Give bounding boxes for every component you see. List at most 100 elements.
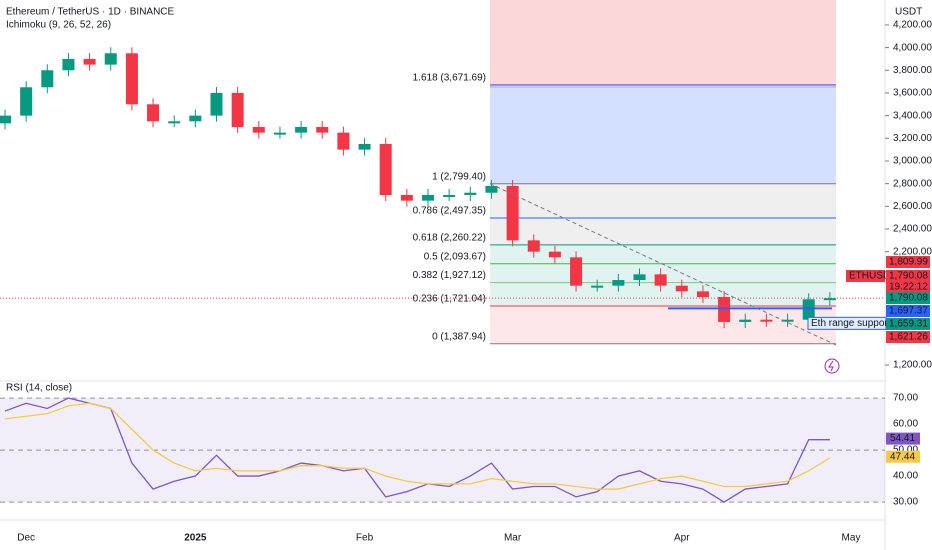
candle (104, 53, 117, 65)
rsi-tag (886, 432, 920, 445)
y-tick-label: 40.00 (893, 471, 918, 482)
fib-red-zone (490, 0, 836, 88)
fib-label: 0.382 (1,927.12) (413, 270, 486, 281)
indicator-label: Ichimoku (9, 26, 52, 26) (6, 20, 111, 31)
x-tick-label: Mar (504, 533, 522, 544)
price-tag (886, 281, 930, 293)
y-tick-label: 3,800.00 (893, 65, 932, 76)
candle (654, 274, 667, 286)
candle (548, 251, 561, 258)
candle (591, 285, 604, 288)
rsi-tag (886, 450, 920, 463)
price-tag-label: 19:22:12 (889, 282, 928, 293)
x-tick-label: Apr (674, 533, 690, 544)
fib-label: 1 (2,799.40) (432, 171, 486, 182)
y-tick-label: 3,000.00 (893, 156, 932, 167)
price-tag-label: 1,659.31 (889, 319, 928, 330)
candle (760, 319, 773, 322)
fib-label: 0.236 (1,721.04) (413, 294, 486, 305)
price-tag-label: 1,697.37 (889, 306, 928, 317)
candle (422, 194, 434, 201)
candle (295, 126, 308, 133)
fib-label: 1.618 (3,671.69) (413, 72, 486, 83)
x-tick-label: May (842, 533, 861, 544)
candle (41, 70, 54, 88)
candle (485, 185, 498, 193)
fib-label: 0.5 (2,093.67) (424, 251, 486, 262)
y-tick-label: 60.00 (893, 419, 918, 430)
candle (823, 298, 836, 301)
candle (62, 58, 75, 71)
candle (316, 126, 329, 133)
rsi-line (4, 397, 830, 503)
rsi-line (4, 402, 831, 490)
candle (379, 143, 392, 195)
candle (231, 92, 244, 127)
price-tag (886, 331, 930, 343)
candle (506, 185, 519, 241)
y-tick-label: 50.00 (893, 445, 918, 456)
price-tag (886, 305, 930, 317)
y-tick-label: 4,200.00 (893, 20, 932, 31)
candle (210, 92, 223, 116)
currency: USDT (895, 7, 922, 18)
candle (147, 104, 160, 122)
y-tick-label: 30.00 (893, 497, 918, 508)
candle (273, 132, 286, 135)
price-tag-label: 1,809.99 (889, 257, 928, 268)
x-tick-label: 2025 (184, 533, 207, 544)
candle (570, 257, 583, 286)
price-tag (886, 318, 930, 330)
candle (252, 126, 265, 133)
candle (675, 285, 688, 292)
candle (83, 58, 96, 65)
y-tick-label: 2,400.00 (893, 224, 932, 235)
candle (400, 194, 413, 201)
candle (781, 319, 794, 322)
price-tag-label: 1,790.08 (889, 293, 928, 304)
candle (696, 291, 709, 298)
fib-low-zone (490, 305, 836, 344)
candle (337, 132, 350, 150)
price-tag (886, 256, 930, 268)
symbol-title: Ethereum / TetherUS · 1D · BINANCE (6, 7, 175, 18)
price-tag-label: 1,621.26 (889, 332, 928, 343)
y-tick-label: 3,200.00 (893, 133, 932, 144)
fib-label: 0.786 (2,497.35) (413, 206, 486, 217)
fib-label: 0 (1,387.94) (432, 331, 486, 342)
price-tag-label: 1,790.08 (889, 271, 928, 282)
y-tick-label: 3,400.00 (893, 110, 932, 121)
candle (125, 53, 138, 105)
price-tag (846, 270, 885, 282)
y-tick-label: 2,600.00 (893, 201, 932, 212)
rsi-title: RSI (14, close) (6, 383, 72, 394)
candle (802, 299, 815, 320)
fib-label: 0.618 (2,260.22) (413, 232, 486, 243)
y-tick-label: 4,000.00 (893, 42, 932, 53)
candle (612, 280, 625, 286)
candle (168, 121, 181, 124)
y-tick-label: 1,200.00 (893, 360, 932, 371)
price-tag (886, 292, 930, 304)
flash-icon[interactable] (824, 358, 840, 374)
candle (527, 240, 540, 252)
candle (718, 297, 731, 322)
y-tick-label: 70.00 (893, 393, 918, 404)
candle (358, 143, 371, 150)
y-tick-label: 3,600.00 (893, 88, 932, 99)
candle (0, 115, 11, 124)
y-tick-label: 2,800.00 (893, 178, 932, 189)
candle (739, 319, 752, 322)
fib-blue-zone (490, 84, 836, 184)
candle (443, 194, 456, 197)
rsi-tag-label: 47.44 (890, 451, 915, 462)
rsi-tag-label: 54.41 (890, 433, 915, 444)
candle (189, 115, 202, 122)
fib-gray-zone (490, 183, 836, 245)
x-tick-label: Dec (17, 533, 35, 544)
support-label: Eth range support 1700 (811, 318, 916, 329)
candle (633, 274, 646, 281)
price-tag (886, 270, 930, 282)
